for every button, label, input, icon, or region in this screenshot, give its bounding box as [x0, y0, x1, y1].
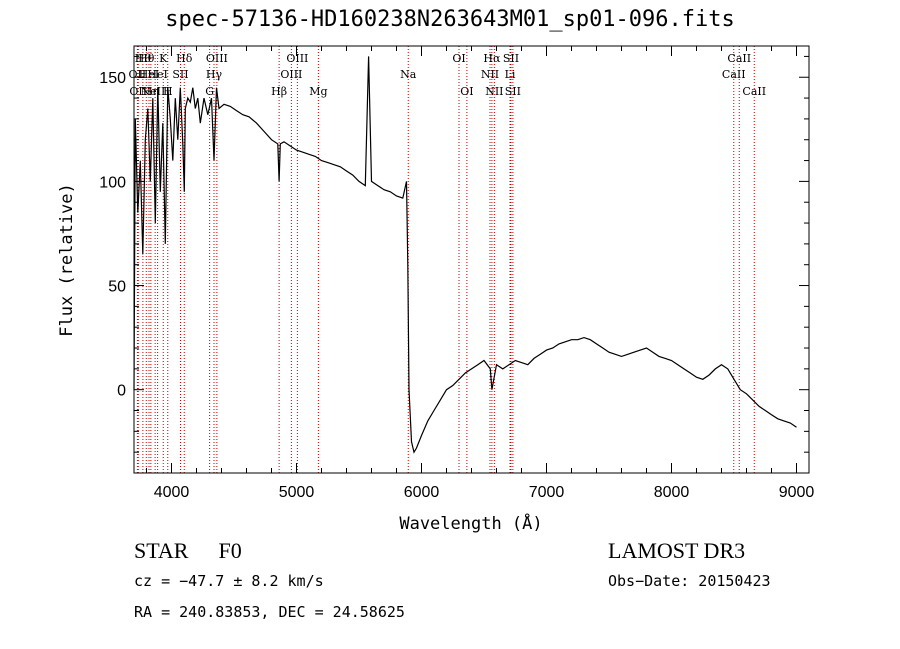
class-label: STAR: [134, 538, 189, 563]
spectral-line-label: OI: [452, 52, 465, 65]
spectral-line-label: Hθ: [135, 52, 152, 65]
x-tick-label: 9000: [779, 484, 815, 501]
spectral-line-label: SII: [505, 85, 521, 98]
spectral-line-label: OIII: [280, 68, 302, 81]
y-tick-label: 100: [99, 174, 126, 191]
spectral-line-label: OII: [129, 68, 147, 81]
survey-label: LAMOST DR3: [608, 538, 746, 563]
object-class: STAR F0: [134, 540, 242, 562]
spectral-line-label: Hα: [483, 52, 501, 65]
spectral-line-label: Hδ: [176, 52, 193, 65]
spectral-line-label: SII: [503, 52, 519, 65]
subclass-label: F0: [218, 538, 242, 563]
spectral-line-label: Hθ: [138, 52, 155, 65]
spectrum-line: [133, 56, 797, 454]
spectral-line-label: Na: [400, 68, 417, 81]
axis-ticks: 4000 5000 6000 7000 8000 9000 0 50 100 150: [99, 46, 814, 501]
spectral-line-label: CaII: [727, 52, 751, 65]
spectral-line-label: Hβ: [271, 85, 287, 98]
spectral-line-label: Hγ: [206, 68, 223, 81]
x-tick-label: 8000: [654, 484, 690, 501]
spectral-line-label: G: [205, 85, 214, 98]
radec-text: RA = 240.83853, DEC = 24.58625: [134, 603, 405, 621]
spectral-line-label: NeIII: [141, 85, 170, 98]
spectral-line-label: OIII: [286, 52, 308, 65]
spectral-lines: [136, 46, 755, 473]
y-tick-label: 50: [108, 279, 126, 296]
x-axis-label: Wavelength (Å): [399, 512, 542, 534]
spectral-line-label: OIII: [206, 52, 228, 65]
y-tick-label: 150: [99, 70, 126, 87]
spectral-line-label: K: [159, 52, 168, 65]
spectral-line-label: HeI: [139, 68, 159, 81]
obs-date: Obs−Date: 20150423: [608, 572, 771, 590]
y-axis-label: Flux (relative): [57, 183, 77, 337]
x-tick-label: 5000: [279, 484, 315, 501]
spectral-line-label: HeI: [147, 68, 167, 81]
x-tick-label: 4000: [154, 484, 190, 501]
x-tick-label: 7000: [529, 484, 565, 501]
spectral-line-label: Li: [505, 68, 516, 81]
spectral-line-label: SII: [172, 68, 188, 81]
x-tick-label: 6000: [404, 484, 440, 501]
line-labels: OIIOIIHθHθHeIHηNeIIIHeIKHSIIHδGHγOIIIHβO…: [129, 52, 767, 98]
spectral-line-label: CaII: [722, 68, 746, 81]
spectral-line-label: OI: [460, 85, 473, 98]
redshift-text: cz = −47.7 ± 8.2 km/s: [134, 572, 324, 590]
spectral-line-label: Mg: [309, 85, 327, 98]
y-tick-label: 0: [117, 383, 126, 400]
spectral-line-label: NII: [481, 68, 499, 81]
spectral-line-label: CaII: [742, 85, 766, 98]
spectral-line-label: NII: [485, 85, 503, 98]
spectral-line-label: Hη: [143, 85, 159, 98]
chart-title: spec-57136-HD160238N263643M01_sp01-096.f…: [165, 7, 735, 32]
